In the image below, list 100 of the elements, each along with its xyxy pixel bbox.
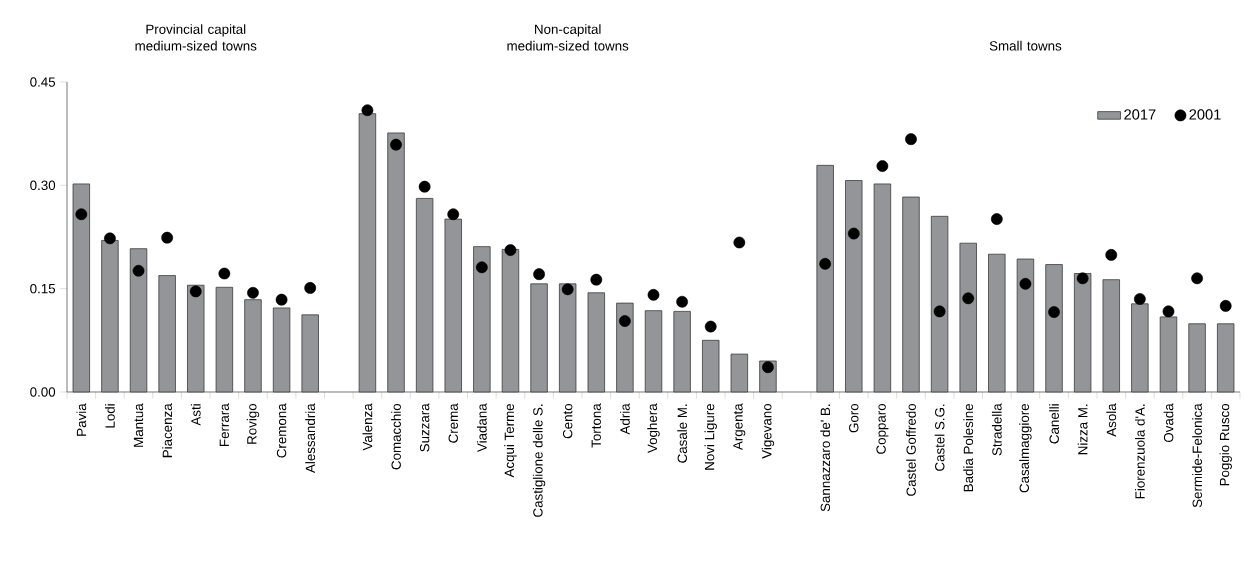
- bar: [1188, 323, 1206, 393]
- point: [361, 104, 374, 117]
- point: [1162, 305, 1175, 318]
- bar: [244, 299, 262, 393]
- x-tick-label: Suzzara: [419, 403, 430, 452]
- x-tick-label: Fiorenzuola d'A.: [1134, 404, 1145, 499]
- x-tick-label: Poggio Rusco: [1219, 403, 1232, 486]
- bar: [358, 113, 377, 393]
- point: [847, 227, 860, 240]
- point: [304, 282, 317, 294]
- bar: [558, 283, 577, 393]
- bar: [501, 248, 520, 393]
- bar: [1217, 323, 1235, 393]
- bar: [1045, 264, 1063, 393]
- x-tick-label: Castel Goffredo: [906, 403, 916, 496]
- x-tick-label: Alessandria: [305, 403, 316, 474]
- x-tick-label: Casalmaggiore: [1019, 403, 1032, 493]
- bar: [673, 310, 691, 393]
- point: [933, 305, 946, 318]
- bar: [902, 196, 920, 393]
- text: Provincial capital medium-sized towns: [135, 24, 257, 51]
- point: [1219, 300, 1232, 312]
- x-tick-label: Asti: [190, 404, 201, 426]
- x-tick-label: Comacchio: [391, 403, 401, 470]
- x-tick-label: Viadana: [476, 403, 487, 452]
- x-tick-label: Ovada: [1163, 403, 1174, 443]
- point: [132, 264, 145, 277]
- x-tick-label: Valenza: [362, 403, 373, 451]
- x-tick-label: Nizza M.: [1077, 404, 1088, 455]
- bar: [1073, 273, 1092, 393]
- point: [905, 133, 917, 146]
- point: [704, 320, 717, 333]
- bar: [1102, 279, 1120, 393]
- y-tick-label: 0.15: [30, 283, 56, 294]
- x-tick-label: Goro: [849, 403, 859, 433]
- bar: [129, 248, 148, 393]
- x-tick-label: Badia Polesine: [963, 404, 974, 492]
- bar: [1131, 303, 1149, 393]
- point: [104, 232, 116, 245]
- point: [189, 285, 202, 298]
- x-tick-label: Castiglione delle S.: [532, 404, 546, 517]
- point: [1105, 249, 1118, 261]
- bar: [301, 314, 319, 393]
- bar: [644, 310, 663, 393]
- point: [762, 361, 774, 374]
- point: [390, 138, 402, 151]
- x-tick-label: Canelli: [1049, 404, 1059, 444]
- bar: [215, 286, 234, 393]
- bar: [845, 180, 863, 393]
- x-tick-label: Sannazzaro de' B.: [820, 404, 831, 512]
- point: [1076, 272, 1089, 285]
- bar: [988, 253, 1006, 393]
- bar: [1159, 316, 1178, 393]
- point: [962, 292, 975, 305]
- point: [1191, 272, 1203, 285]
- bar: [530, 283, 548, 393]
- point: [475, 261, 488, 274]
- bar: [959, 242, 977, 393]
- x-tick-label: Argenta: [733, 403, 746, 451]
- x-tick-label: Vigevano: [761, 403, 775, 459]
- x-tick-label: Novi Ligure: [704, 403, 717, 470]
- point: [447, 208, 460, 221]
- legend-label: 2001: [1189, 109, 1221, 120]
- bar: [930, 215, 949, 393]
- x-tick-label: Sermide-Felonica: [1192, 403, 1202, 508]
- x-tick-label: Rovigo: [246, 403, 260, 444]
- bar: [1016, 258, 1035, 393]
- x-tick-label: Ferrara: [219, 403, 230, 446]
- x-tick-label: Copparo: [876, 403, 889, 454]
- point: [161, 231, 174, 244]
- bar: [730, 353, 749, 393]
- y-tick-label: 0.45: [30, 77, 56, 87]
- point: [247, 286, 259, 299]
- point: [1134, 293, 1146, 305]
- bar: [444, 218, 462, 393]
- x-tick-label: Stradella: [991, 403, 1002, 456]
- point: [990, 213, 1003, 225]
- point: [561, 283, 574, 296]
- x-tick-label: Cremona: [276, 403, 287, 458]
- x-tick-label: Voghera: [647, 403, 660, 453]
- legend-label: 2017: [1124, 109, 1156, 120]
- bar: [616, 302, 634, 393]
- x-tick-label: Cento: [562, 403, 573, 439]
- point: [819, 257, 832, 270]
- point: [1019, 277, 1032, 290]
- x-tick-label: Castel S.G.: [934, 404, 945, 471]
- x-tick-label: Casale M.: [677, 404, 688, 463]
- bar: [587, 292, 605, 393]
- bar: [187, 284, 205, 393]
- bar: [816, 164, 834, 393]
- x-tick-label: Adria: [620, 403, 630, 435]
- bar: [387, 132, 405, 393]
- bar: [415, 198, 434, 393]
- bar: [873, 183, 892, 393]
- point: [275, 293, 288, 306]
- bar: [702, 339, 720, 393]
- point: [590, 273, 603, 286]
- point: [733, 236, 746, 249]
- point: [1048, 306, 1060, 318]
- bar: [101, 240, 119, 393]
